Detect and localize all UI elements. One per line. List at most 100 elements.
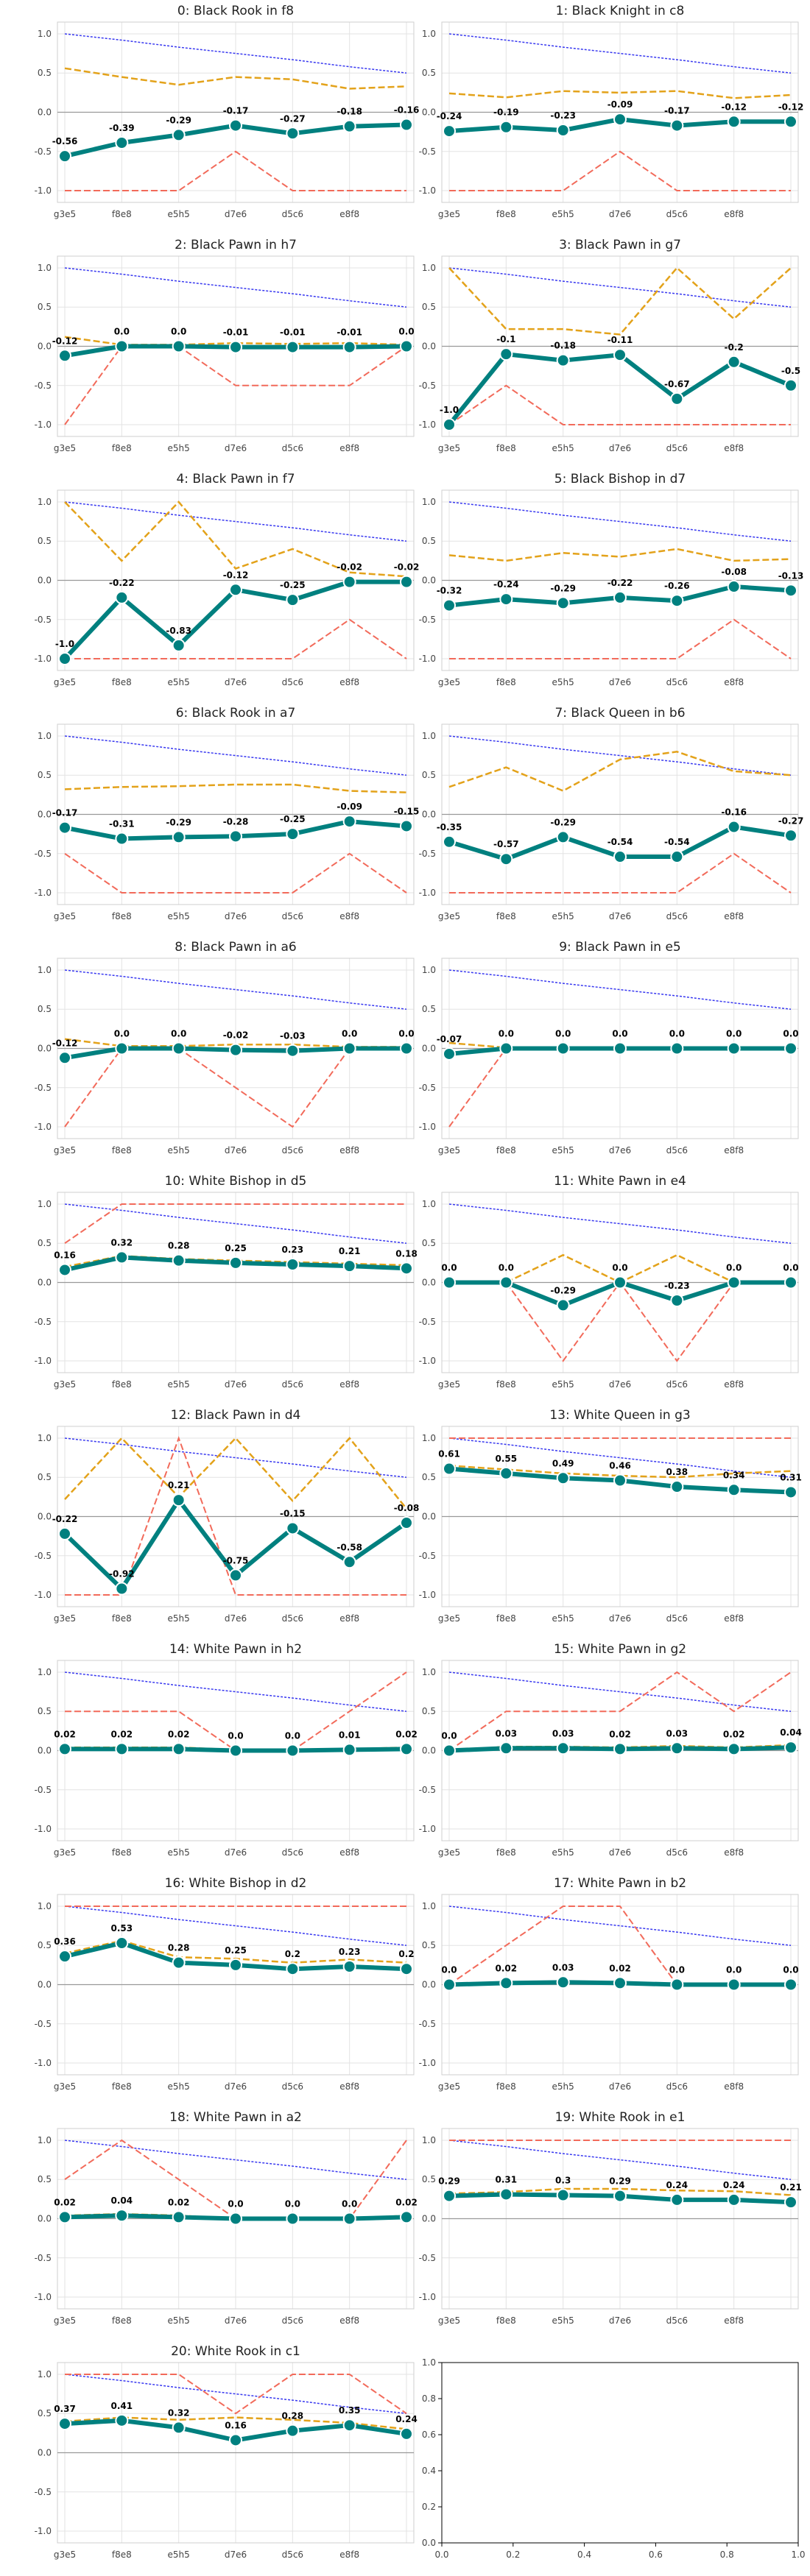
data-point [727,355,741,369]
x-tick-label: e5h5 [168,677,190,687]
data-label: 0.2 [285,1949,300,1959]
x-tick-label: f8e8 [496,209,516,219]
x-tick-label: e8f8 [724,2315,744,2326]
series-line-diag [448,2140,792,2180]
data-point [784,1041,797,1055]
data-point [58,821,71,835]
x-tick-label: d7e6 [225,677,247,687]
data-label: 0.23 [282,1245,304,1255]
data-point [58,1742,71,1756]
data-point [556,1471,570,1485]
data-point [784,115,797,129]
data-point [115,2413,129,2427]
x-tick-label: e5h5 [552,1847,574,1858]
y-tick-label: 1.0 [422,497,436,507]
y-tick-label: 1.0 [422,1901,436,1911]
y-tick-label: -1.0 [419,1824,436,1834]
series-line-diag [64,2140,407,2180]
data-point [727,1742,741,1756]
data-point [613,348,627,362]
data-label: 0.25 [225,1945,247,1956]
data-label: -0.18 [550,341,576,351]
data-point [443,418,456,432]
y-tick-label: 0.5 [422,2174,436,2184]
y-tick-label: -1.0 [419,2058,436,2068]
y-tick-label: 0.0 [38,1278,52,1288]
chart-panel-12: 12: Black Pawn in d4 1.0 0.5 0.0 -0.5 -1.0 g3e… [35,1408,420,1624]
x-tick-label: e8f8 [339,911,359,921]
x-tick-label: d5c6 [666,209,688,219]
y-tick-label: 1.0 [422,731,436,741]
data-label: -0.25 [280,580,306,590]
y-tick-label: 0.0 [38,2214,52,2224]
data-point [229,1744,242,1758]
data-point [286,127,300,141]
y-tick-label: 0.5 [422,770,436,780]
y-tick-label: -1.0 [419,1356,436,1366]
panel-title: 14: White Pawn in h2 [169,1642,302,1657]
x-tick-label: e5h5 [168,2081,190,2092]
data-label: 0.0 [398,1029,414,1039]
x-tick-label: g3e5 [438,1145,460,1156]
y-tick-label: 1.0 [422,2135,436,2145]
data-label: 0.21 [168,1480,190,1490]
y-tick-label: 0.5 [422,1940,436,1950]
data-label: 0.28 [168,1943,190,1953]
data-point [229,829,242,843]
series-line-lower [65,2374,407,2415]
data-label: -0.15 [280,1508,306,1518]
series-line-diag [448,735,792,776]
panel-title: 15: White Pawn in g2 [554,1642,686,1657]
x-tick-label: g3e5 [54,209,76,219]
y-tick-label: -0.5 [35,146,52,157]
data-point [229,118,242,132]
x-tick-label: e5h5 [552,443,574,453]
x-tick-label: e8f8 [339,677,359,687]
data-label: -0.02 [394,562,420,573]
x-tick-label: e5h5 [552,2081,574,2092]
y-tick-label: -0.5 [419,381,436,391]
chart-panel-1: 1: Black Knight in c8 1.0 0.5 0.0 -0.5 -1.0 g3… [419,4,804,219]
y-tick-label: 1.0 [38,731,52,741]
y-tick-label: 1.0 [422,1667,436,1677]
data-label: 0.29 [609,2176,631,2187]
data-label: 0.04 [111,2195,133,2206]
series-line-lower [449,618,792,659]
y-tick-label: -1.0 [35,888,52,898]
x-tick-label: e5h5 [552,911,574,921]
y-tick-label: 0.5 [38,68,52,78]
data-point [443,1275,456,1289]
y-tick-label: 0.6 [422,2430,436,2440]
data-label: -0.15 [394,806,420,816]
data-point [784,1485,797,1499]
y-tick-label: -0.5 [35,1317,52,1327]
y-tick-label: -0.5 [419,849,436,859]
y-tick-label: -1.0 [419,1590,436,1600]
data-point [613,850,627,864]
series-line-diag [64,1906,407,1946]
data-label: -0.58 [337,1542,362,1552]
chart-panel-5: 5: Black Bishop in d7 1.0 0.5 0.0 -0.5 -1.0 g3… [419,472,804,687]
x-tick-label: d5c6 [666,2081,688,2092]
x-tick-label: e8f8 [724,443,744,453]
series-line-diag [64,969,407,1010]
series-line-lower [448,1671,792,1752]
x-tick-label: e8f8 [724,677,744,687]
chart-panel-21: 0.0 0.2 0.4 0.6 0.8 1.0 1.0 0.8 0.6 0.4 0.2 0.0 [422,2357,806,2560]
x-tick-label: e8f8 [339,1379,359,1390]
chart-panel-10: 10: White Bishop in d5 1.0 0.5 0.0 -0.5 -1.0 g… [35,1174,418,1390]
x-tick-label: e5h5 [552,1379,574,1390]
chart-panel-6: 6: Black Rook in a7 1.0 0.5 0.0 -0.5 -1.0 g3e5… [35,706,420,921]
data-label: -0.08 [721,567,747,577]
y-tick-label: -1.0 [35,1824,52,1834]
x-tick-label: 1.0 [791,2550,805,2560]
y-tick-label: 1.0 [38,263,52,273]
series-line-diag [64,267,407,308]
data-label: -0.29 [166,115,191,125]
data-point [727,1041,741,1055]
data-point [115,1041,129,1055]
data-point [58,1051,71,1065]
x-tick-label: d5c6 [666,1613,688,1624]
data-point [229,583,242,597]
data-point [58,1263,71,1277]
